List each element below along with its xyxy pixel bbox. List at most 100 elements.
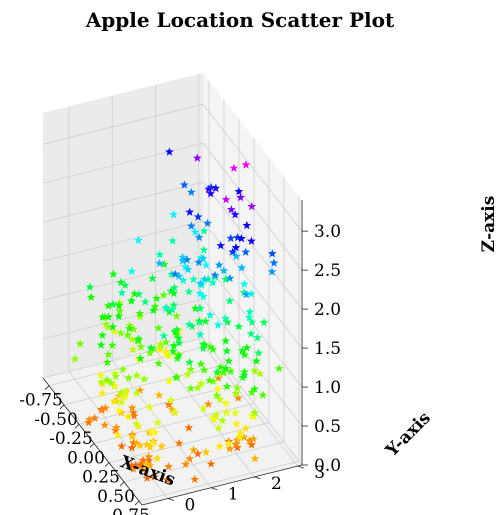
scatter-point bbox=[201, 260, 211, 269]
scatter-point bbox=[145, 402, 154, 411]
scatter-point bbox=[142, 473, 152, 482]
x-tick bbox=[74, 423, 80, 429]
scatter-point bbox=[152, 453, 162, 463]
scatter-point bbox=[142, 440, 152, 449]
scatter-point bbox=[216, 362, 225, 371]
scatter-point bbox=[112, 422, 121, 432]
scatter-point bbox=[127, 335, 137, 344]
scatter-point bbox=[221, 336, 230, 345]
scatter-point bbox=[134, 334, 143, 343]
scatter-point bbox=[116, 277, 126, 287]
scatter-point bbox=[104, 312, 113, 321]
scatter-point bbox=[221, 398, 231, 408]
scatter-point bbox=[211, 183, 221, 193]
scatter-point bbox=[85, 282, 95, 291]
scatter-point bbox=[225, 296, 235, 305]
z-grid-line bbox=[42, 337, 303, 466]
scatter-point bbox=[115, 306, 125, 315]
scatter-point bbox=[164, 351, 173, 360]
scatter-point bbox=[221, 364, 231, 373]
scatter-point bbox=[178, 275, 188, 285]
scatter-point bbox=[225, 444, 235, 453]
scatter-point bbox=[154, 323, 163, 332]
scatter-point bbox=[250, 454, 260, 463]
scatter-point bbox=[102, 375, 112, 384]
scatter-point bbox=[206, 189, 215, 198]
scatter-point bbox=[145, 461, 154, 470]
scatter-point bbox=[108, 340, 117, 350]
scatter-point bbox=[247, 236, 256, 245]
scatter-point bbox=[190, 227, 200, 236]
scatter-point bbox=[129, 411, 139, 420]
scatter-point bbox=[205, 310, 215, 319]
scatter-point bbox=[196, 359, 206, 368]
scatter-point bbox=[235, 428, 245, 437]
scatter-point bbox=[174, 350, 184, 359]
scatter-point bbox=[104, 349, 113, 359]
scatter-point bbox=[132, 419, 141, 428]
y-tick-label: 0 bbox=[185, 496, 196, 515]
scatter-point bbox=[169, 341, 179, 350]
scatter-point bbox=[247, 317, 257, 326]
scatter-point bbox=[164, 376, 174, 385]
scatter-point bbox=[120, 280, 130, 289]
scatter-point bbox=[178, 256, 187, 265]
scatter-point bbox=[221, 274, 231, 284]
z-grid-line bbox=[42, 142, 303, 271]
scatter-point bbox=[208, 344, 218, 354]
scatter-point bbox=[193, 212, 203, 221]
scatter-point bbox=[127, 266, 136, 275]
scatter-point bbox=[241, 247, 251, 256]
scatter-point bbox=[164, 400, 174, 409]
scatter-point bbox=[223, 317, 232, 326]
scatter-point bbox=[232, 383, 242, 392]
scatter-point bbox=[234, 322, 244, 331]
scatter-point bbox=[214, 373, 223, 382]
scatter-point bbox=[181, 262, 190, 271]
scatter-point bbox=[86, 292, 96, 302]
scatter-point bbox=[117, 288, 127, 297]
scatter-point bbox=[145, 348, 155, 357]
scatter-point bbox=[90, 413, 100, 422]
x-tick-label: 0.00 bbox=[67, 448, 105, 468]
scatter-point bbox=[128, 432, 137, 441]
scatter-point bbox=[118, 364, 128, 374]
scatter-point bbox=[168, 346, 178, 356]
scatter-point bbox=[193, 383, 203, 392]
scatter-point bbox=[244, 312, 254, 322]
scatter-point bbox=[189, 445, 198, 454]
scatter-point bbox=[198, 343, 208, 352]
scatter-point bbox=[149, 344, 159, 353]
scatter-point bbox=[231, 388, 241, 398]
scatter-point bbox=[75, 339, 85, 348]
scatter-point bbox=[152, 293, 161, 303]
scatter-point bbox=[213, 320, 223, 329]
y-axis-label: Y-axis bbox=[381, 408, 435, 462]
x-tick bbox=[44, 385, 50, 390]
scatter-point bbox=[161, 303, 171, 313]
scatter-point bbox=[166, 395, 176, 405]
scatter-point bbox=[136, 353, 145, 363]
scatter-point bbox=[212, 391, 222, 400]
scatter-point bbox=[114, 311, 124, 320]
scatter-point bbox=[201, 316, 210, 326]
scatter-point bbox=[169, 300, 179, 309]
scatter-point bbox=[190, 474, 200, 484]
scatter-point bbox=[155, 258, 164, 267]
scatter-point bbox=[241, 160, 251, 169]
scatter-point bbox=[125, 320, 135, 330]
z-grid-line bbox=[42, 181, 303, 310]
scatter-point bbox=[113, 430, 123, 439]
scatter-point bbox=[185, 454, 195, 463]
scatter-point bbox=[125, 324, 134, 333]
scatter-point bbox=[170, 283, 179, 292]
scatter-point bbox=[144, 428, 154, 437]
x-tick bbox=[59, 404, 65, 410]
scatter-point bbox=[159, 290, 168, 299]
scatter-point bbox=[182, 255, 192, 264]
scatter-point bbox=[132, 371, 142, 380]
scatter-point bbox=[148, 437, 158, 447]
scatter-point bbox=[117, 441, 126, 450]
scatter-point bbox=[186, 187, 196, 196]
scatter-point bbox=[198, 404, 208, 413]
